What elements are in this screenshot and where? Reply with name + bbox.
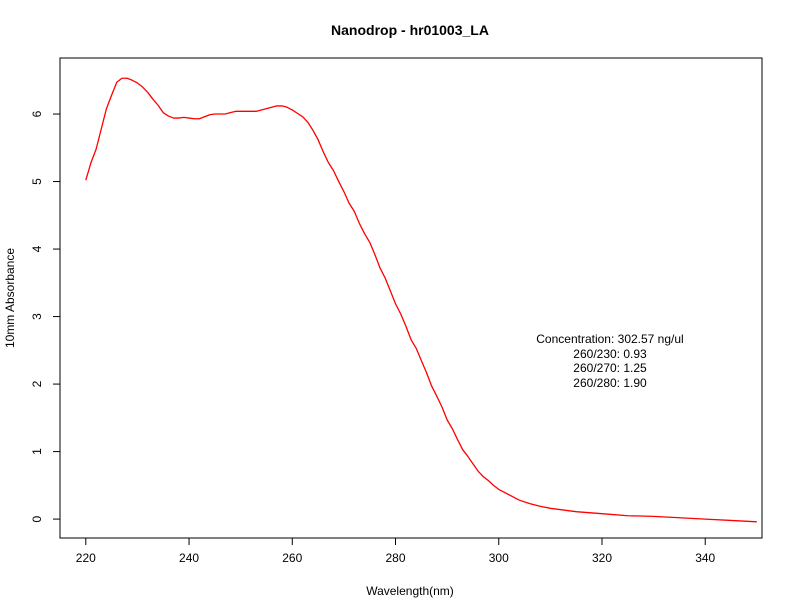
chart-title: Nanodrop - hr01003_LA xyxy=(331,22,489,38)
y-axis-label: 10mm Absorbance xyxy=(3,248,17,348)
x-tick-label: 300 xyxy=(489,551,509,565)
x-tick-label: 280 xyxy=(385,551,405,565)
concentration-annotation: Concentration: 302.57 ng/ul xyxy=(536,332,683,346)
ratio-260-230-annotation: 260/230: 0.93 xyxy=(573,347,647,361)
ratio-260-280-annotation: 260/280: 1.90 xyxy=(573,376,647,390)
y-tick-label: 3 xyxy=(30,313,44,320)
y-tick-label: 6 xyxy=(30,110,44,117)
x-axis-label: Wavelength(nm) xyxy=(366,584,454,598)
y-tick-label: 0 xyxy=(30,515,44,522)
absorbance-series-line xyxy=(85,77,757,523)
y-tick-label: 2 xyxy=(30,380,44,387)
y-tick-label: 4 xyxy=(30,245,44,252)
x-tick-label: 260 xyxy=(282,551,302,565)
x-tick-label: 340 xyxy=(695,551,715,565)
x-tick-label: 240 xyxy=(179,551,199,565)
y-tick-label: 1 xyxy=(30,448,44,455)
y-axis: 0 1 2 3 4 5 6 xyxy=(30,110,60,522)
x-axis: 220 240 260 280 300 320 340 xyxy=(76,538,716,565)
measurement-annotations: Concentration: 302.57 ng/ul 260/230: 0.9… xyxy=(536,332,683,390)
y-tick-label: 5 xyxy=(30,178,44,185)
plot-frame xyxy=(59,57,763,539)
series-layer xyxy=(85,77,757,523)
x-tick-label: 320 xyxy=(592,551,612,565)
ratio-260-270-annotation: 260/270: 1.25 xyxy=(573,361,647,375)
x-tick-label: 220 xyxy=(76,551,96,565)
